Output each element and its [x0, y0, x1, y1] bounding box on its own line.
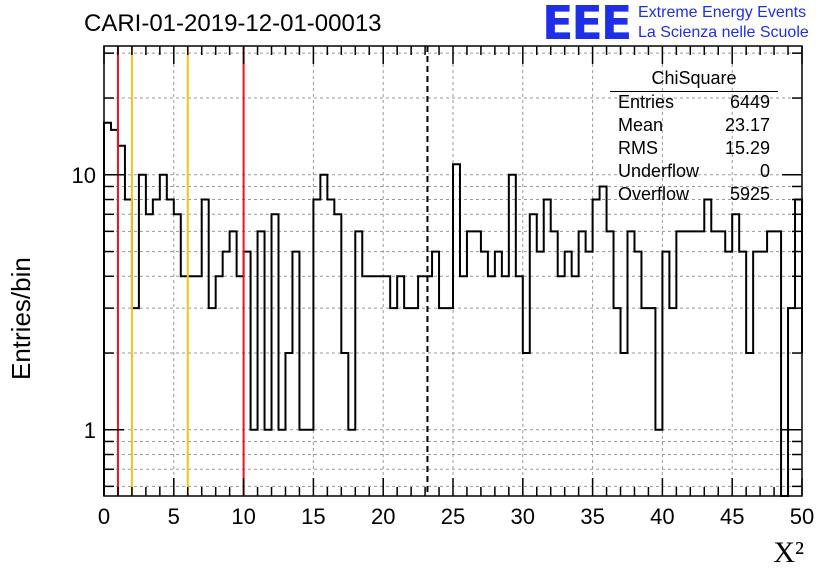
stat-row-overflow: Overflow 5925 — [618, 184, 770, 206]
x-tick-label: 30 — [511, 504, 535, 529]
x-tick-label: 20 — [371, 504, 395, 529]
axis-ticks — [103, 46, 803, 496]
marker-lines — [116, 46, 429, 496]
eee-logo: EEE Extreme Energy Events La Scienza nel… — [542, 0, 836, 50]
page-title: CARI-01-2019-12-01-00013 — [84, 10, 382, 37]
tick-labels: 0 5 10 15 20 25 30 35 40 45 50 1 10 — [72, 163, 815, 529]
stat-value: 5925 — [729, 184, 770, 204]
logo-line2: La Scienza nelle Scuole — [638, 24, 809, 41]
stat-key: RMS — [618, 138, 658, 158]
histogram — [103, 121, 803, 497]
stats-title: ChiSquare — [651, 68, 737, 88]
histogram-line — [103, 121, 803, 497]
x-tick-label: 0 — [98, 504, 110, 529]
x-tick-label: 15 — [301, 504, 325, 529]
stat-key: Overflow — [618, 184, 690, 204]
stat-value: 6449 — [729, 92, 770, 112]
logo-line1: Extreme Energy Events — [638, 4, 807, 21]
stat-row-mean: Mean 23.17 — [618, 115, 770, 137]
stats-divider — [610, 91, 778, 92]
x-tick-label: 10 — [231, 504, 255, 529]
stat-key: Underflow — [618, 161, 700, 181]
stat-key: Entries — [618, 92, 675, 112]
stat-key: Mean — [618, 115, 664, 135]
stats-box: ChiSquare Entries 6449 Mean 23.17 RMS 15… — [610, 68, 778, 208]
stat-value: 15.29 — [724, 138, 770, 158]
x-tick-label: 35 — [580, 504, 604, 529]
x-tick-label: 5 — [168, 504, 180, 529]
stat-row-underflow: Underflow 0 — [618, 161, 770, 183]
y-tick-label: 1 — [84, 418, 96, 443]
x-tick-label: 40 — [650, 504, 674, 529]
y-tick-label: 10 — [72, 163, 96, 188]
stat-value: 0 — [759, 161, 770, 181]
logo-mark: EEE — [542, 0, 632, 50]
stat-row-rms: RMS 15.29 — [618, 138, 770, 160]
x-tick-label: 25 — [441, 504, 465, 529]
x-tick-label: 45 — [720, 504, 744, 529]
stat-value: 23.17 — [724, 115, 770, 135]
x-axis-label: X² — [773, 536, 804, 569]
stat-row-entries: Entries 6449 — [618, 92, 770, 114]
x-tick-label: 50 — [790, 504, 814, 529]
